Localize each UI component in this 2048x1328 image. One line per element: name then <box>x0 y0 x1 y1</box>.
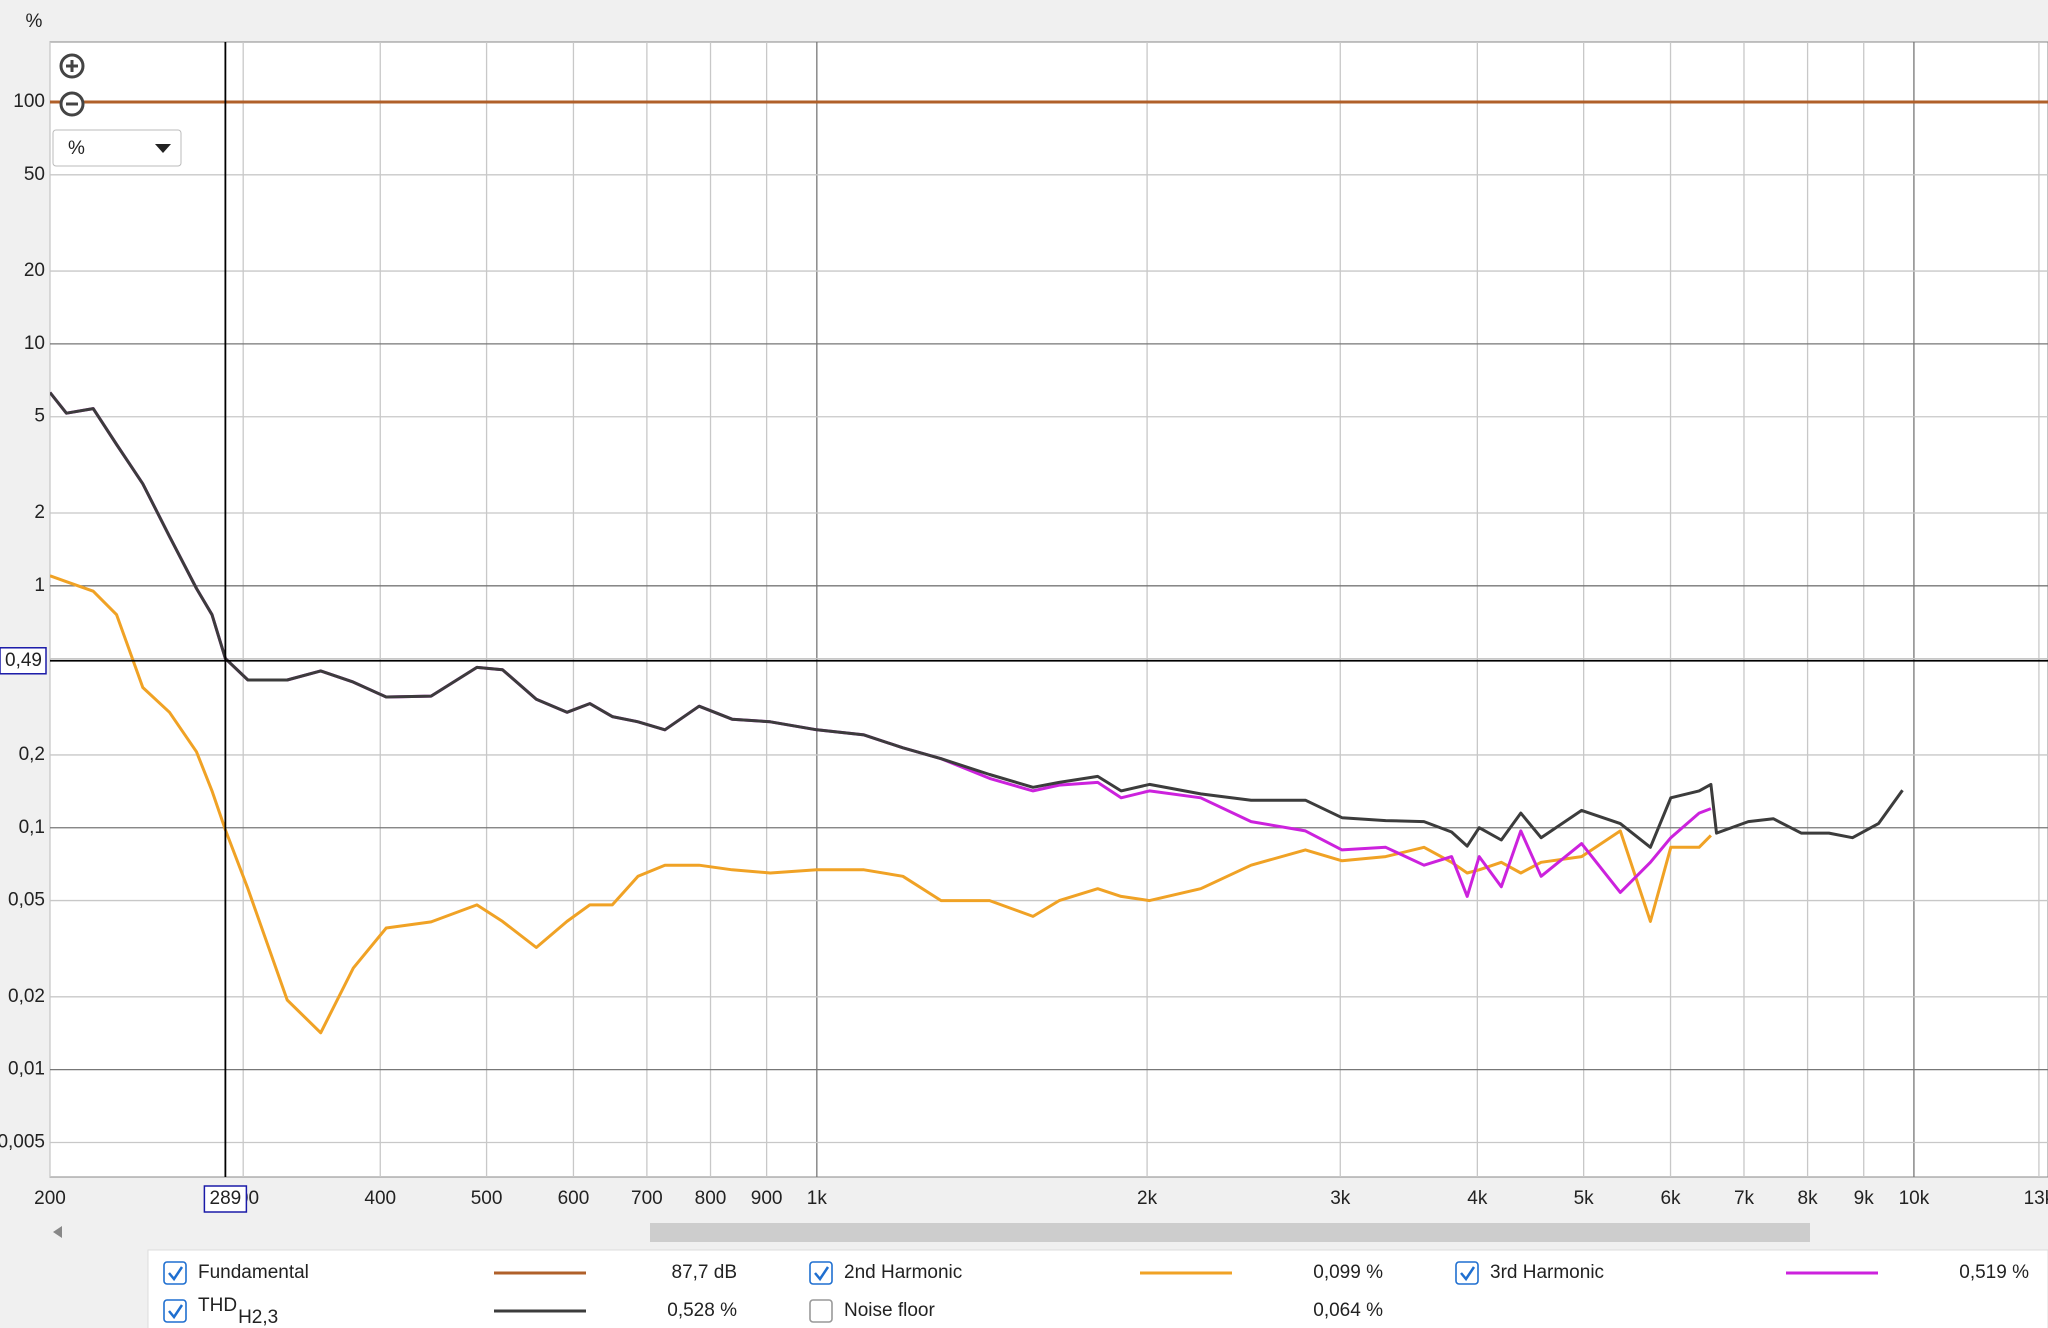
x-tick-label: 700 <box>631 1188 663 1209</box>
x-tick-label: 600 <box>558 1188 590 1209</box>
y-tick-label: 2 <box>34 502 45 523</box>
legend-name: 2nd Harmonic <box>844 1262 962 1283</box>
legend-value: 0,099 % <box>1313 1262 1383 1283</box>
lines <box>50 100 2048 1035</box>
zoom-in-button[interactable] <box>59 53 85 79</box>
legend-name: THD <box>198 1295 237 1316</box>
legend-checkbox[interactable] <box>163 1261 187 1285</box>
y-tick-label: 1 <box>34 575 45 596</box>
y-tick-label: 10 <box>24 333 45 354</box>
series-line <box>50 391 1904 849</box>
y-tick-label: 0,005 <box>0 1132 45 1153</box>
legend-name-subscript: H2,3 <box>238 1307 278 1328</box>
legend-checkbox[interactable] <box>1455 1261 1479 1285</box>
legend-checkbox[interactable] <box>809 1261 833 1285</box>
legend-value: 0,519 % <box>1959 1262 2029 1283</box>
x-tick-label: 1k <box>807 1188 828 1209</box>
x-tick-label: 13k <box>2024 1188 2048 1209</box>
x-tick-label: 800 <box>695 1188 727 1209</box>
x-tick-label: 9k <box>1854 1188 1875 1209</box>
legend-panel <box>147 1249 2048 1328</box>
x-tick-label: 200 <box>34 1188 66 1209</box>
x-tick-label: 8k <box>1798 1188 1819 1209</box>
legend-value: 0,528 % <box>667 1300 737 1321</box>
legend-checkmark <box>814 1266 830 1282</box>
legend-checkbox[interactable] <box>163 1299 187 1323</box>
cursor-x-label: 289 <box>210 1188 242 1209</box>
overlay: 289 0,49 <box>0 42 2048 1213</box>
x-tick-label: 3k <box>1330 1188 1351 1209</box>
y-tick-label: 100 <box>13 91 45 112</box>
legend-value: 87,7 dB <box>672 1262 738 1283</box>
plot-area <box>49 41 2048 1178</box>
y-tick-label: 50 <box>24 164 45 185</box>
legend-name: Fundamental <box>198 1262 309 1283</box>
legend-value: 0,064 % <box>1313 1300 1383 1321</box>
y-tick-label: 0,02 <box>8 986 45 1007</box>
y-tick-label: 0,05 <box>8 890 45 911</box>
y-axis-title: % <box>26 11 43 32</box>
x-tick-label: 6k <box>1660 1188 1681 1209</box>
y-tick-label: 5 <box>34 406 45 427</box>
y-tick-label: 0,1 <box>19 817 45 838</box>
y-tick-label: 20 <box>24 260 45 281</box>
y-tick-label: 0,2 <box>19 744 45 765</box>
cursor-x-box <box>203 1185 248 1213</box>
x-tick-label: 400 <box>364 1188 396 1209</box>
legend-checkbox[interactable] <box>809 1299 833 1323</box>
unit-dropdown[interactable]: % <box>52 129 182 167</box>
y-tick-label: 0,01 <box>8 1059 45 1080</box>
x-tick-label: 7k <box>1734 1188 1755 1209</box>
cursor-y-label: 0,49 <box>5 650 42 671</box>
legend-checkmark <box>168 1304 184 1320</box>
legend-name: 3rd Harmonic <box>1490 1262 1604 1283</box>
unit-dropdown-value: % <box>68 138 85 159</box>
grid: 2003004005006007008009001k2k3k4k5k6k7k8k… <box>0 42 2048 1209</box>
x-tick-label: 4k <box>1467 1188 1488 1209</box>
series-line <box>50 574 1712 1035</box>
legend: Fundamental 87,7 dB 2nd Harmonic 0,099 % 3rd… <box>163 1261 2029 1328</box>
cursor-y-box <box>0 647 47 675</box>
zoom-out-button[interactable] <box>59 91 85 117</box>
legend-checkmark <box>168 1266 184 1282</box>
x-tick-label: 2k <box>1137 1188 1158 1209</box>
x-tick-label: 900 <box>751 1188 783 1209</box>
legend-checkmark <box>1460 1266 1476 1282</box>
x-tick-label: 10k <box>1899 1188 1930 1209</box>
scrollbar[interactable] <box>50 1222 2048 1243</box>
x-tick-label: 500 <box>471 1188 503 1209</box>
x-tick-label: 5k <box>1574 1188 1595 1209</box>
legend-name: Noise floor <box>844 1300 935 1321</box>
